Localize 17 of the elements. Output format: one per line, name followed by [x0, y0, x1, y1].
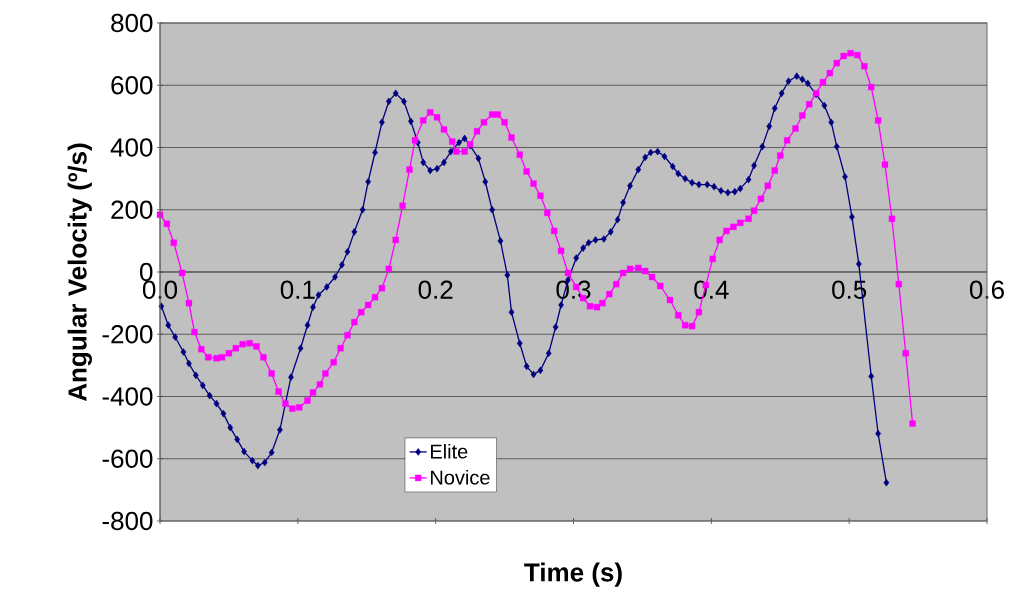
legend-label: Novice	[431, 469, 490, 485]
x-axis-title: Time (s)	[524, 562, 622, 587]
y-tick-label: 400	[110, 138, 153, 157]
y-tick-label: -200	[102, 325, 153, 344]
y-tick-label: 800	[111, 13, 153, 33]
y-tick-label: -800	[102, 511, 153, 531]
y-tick-label: -600	[102, 449, 153, 468]
x-tick-label: 0.2	[418, 280, 453, 299]
y-axis-title: Angular Velocity (º/s)	[67, 143, 92, 402]
x-tick-label: 0.0	[142, 280, 178, 299]
y-tick-label: 600	[111, 76, 153, 95]
y-tick-label: 0	[140, 262, 153, 282]
y-tick-label: -400	[102, 387, 153, 406]
y-tick-label: 200	[111, 200, 153, 219]
legend-label: Elite	[431, 443, 468, 459]
x-tick-label: 0.1	[280, 280, 315, 299]
x-tick-label: 0.6	[969, 280, 1004, 299]
